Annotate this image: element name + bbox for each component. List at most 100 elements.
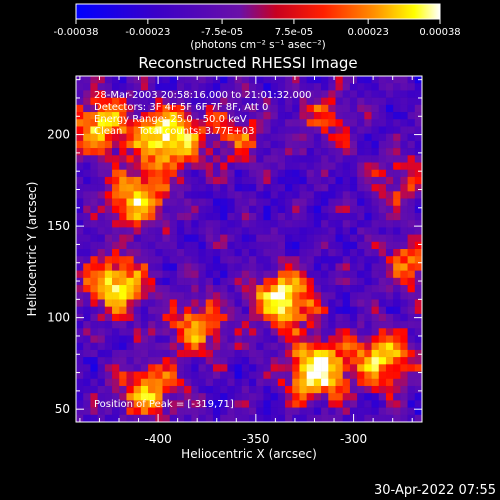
heatmap-cell bbox=[148, 234, 156, 243]
heatmap-cell bbox=[378, 285, 387, 293]
heatmap-cell bbox=[119, 227, 127, 235]
heatmap-cell bbox=[198, 191, 207, 199]
heatmap-cell bbox=[277, 256, 286, 264]
heatmap-cell bbox=[321, 155, 329, 163]
heatmap-cell bbox=[191, 349, 199, 358]
heatmap-cell bbox=[385, 249, 394, 257]
heatmap-cell bbox=[227, 220, 235, 228]
heatmap-cell bbox=[205, 140, 214, 149]
heatmap-cell bbox=[126, 321, 134, 329]
heatmap-cell bbox=[285, 414, 293, 423]
heatmap-cell bbox=[299, 256, 307, 264]
heatmap-cell bbox=[184, 169, 192, 178]
heatmap-cell bbox=[364, 313, 372, 322]
heatmap-cell bbox=[184, 76, 192, 84]
heatmap-cell bbox=[169, 313, 178, 322]
heatmap-cell bbox=[83, 97, 91, 106]
heatmap-cell bbox=[414, 263, 423, 271]
heatmap-cell bbox=[313, 191, 322, 199]
heatmap-cell bbox=[277, 321, 286, 329]
heatmap-cell bbox=[191, 263, 199, 271]
heatmap-cell bbox=[83, 400, 91, 408]
heatmap-cell bbox=[299, 83, 307, 91]
heatmap-cell bbox=[414, 83, 423, 91]
heatmap-cell bbox=[342, 400, 351, 408]
heatmap-cell bbox=[97, 104, 106, 113]
heatmap-cell bbox=[414, 140, 423, 149]
heatmap-cell bbox=[407, 364, 416, 372]
heatmap-cell bbox=[155, 371, 163, 380]
heatmap-cell bbox=[371, 263, 380, 271]
heatmap-cell bbox=[241, 385, 250, 394]
heatmap-cell bbox=[227, 212, 235, 221]
heatmap-cell bbox=[306, 191, 315, 199]
heatmap-cell bbox=[191, 90, 199, 98]
heatmap-cell bbox=[104, 407, 113, 416]
heatmap-cell bbox=[414, 126, 423, 134]
heatmap-cell bbox=[378, 227, 387, 235]
heatmap-cell bbox=[292, 285, 300, 293]
heatmap-cell bbox=[321, 76, 329, 84]
heatmap-cell bbox=[155, 83, 163, 91]
heatmap-cell bbox=[140, 306, 149, 315]
heatmap-cell bbox=[119, 176, 127, 185]
heatmap-cell bbox=[342, 256, 351, 264]
heatmap-cells bbox=[76, 76, 423, 423]
heatmap-cell bbox=[191, 313, 199, 322]
heatmap-cell bbox=[133, 104, 142, 113]
heatmap-cell bbox=[220, 277, 228, 286]
heatmap-cell bbox=[227, 342, 235, 351]
heatmap-cell bbox=[357, 378, 365, 387]
heatmap-cell bbox=[104, 414, 113, 423]
heatmap-cell bbox=[191, 249, 199, 257]
heatmap-cell bbox=[104, 285, 113, 293]
heatmap-cell bbox=[104, 393, 113, 401]
heatmap-cell bbox=[249, 256, 257, 264]
heatmap-cell bbox=[176, 140, 185, 149]
heatmap-cell bbox=[357, 126, 365, 134]
heatmap-cell bbox=[220, 83, 228, 91]
heatmap-cell bbox=[241, 140, 250, 149]
heatmap-cell bbox=[328, 393, 336, 401]
heatmap-cell bbox=[198, 176, 207, 185]
heatmap-cell bbox=[328, 112, 336, 120]
heatmap-cell bbox=[349, 407, 358, 416]
heatmap-cell bbox=[414, 400, 423, 408]
heatmap-cell bbox=[126, 97, 134, 106]
heatmap-cell bbox=[277, 328, 286, 336]
heatmap-cell bbox=[162, 97, 171, 106]
heatmap-cell bbox=[256, 371, 264, 380]
heatmap-cell bbox=[328, 256, 336, 264]
heatmap-cell bbox=[155, 349, 163, 358]
heatmap-cell bbox=[321, 349, 329, 358]
heatmap-cell bbox=[97, 83, 106, 91]
heatmap-cell bbox=[357, 241, 365, 250]
heatmap-cell bbox=[83, 378, 91, 387]
heatmap-cell bbox=[277, 205, 286, 214]
heatmap-cell bbox=[205, 119, 214, 127]
heatmap-cell bbox=[234, 191, 243, 199]
heatmap-cell bbox=[227, 270, 235, 279]
heatmap-cell bbox=[76, 249, 84, 257]
heatmap-cell bbox=[234, 292, 243, 300]
heatmap-cell bbox=[133, 263, 142, 271]
heatmap-cell bbox=[349, 162, 358, 171]
heatmap-cell bbox=[169, 76, 178, 84]
heatmap-cell bbox=[400, 256, 408, 264]
heatmap-cell bbox=[227, 119, 235, 127]
heatmap-cell bbox=[270, 97, 279, 106]
heatmap-cell bbox=[184, 241, 192, 250]
heatmap-cell bbox=[155, 184, 163, 192]
heatmap-cell bbox=[155, 414, 163, 423]
heatmap-cell bbox=[393, 234, 401, 243]
heatmap-cell bbox=[256, 364, 264, 372]
heatmap-cell bbox=[371, 148, 380, 156]
heatmap-cell bbox=[104, 277, 113, 286]
heatmap-cell bbox=[184, 212, 192, 221]
heatmap-cell bbox=[191, 176, 199, 185]
heatmap-cell bbox=[292, 212, 300, 221]
heatmap-cell bbox=[126, 378, 134, 387]
heatmap-cell bbox=[126, 249, 134, 257]
heatmap-cell bbox=[234, 306, 243, 315]
heatmap-cell bbox=[198, 205, 207, 214]
